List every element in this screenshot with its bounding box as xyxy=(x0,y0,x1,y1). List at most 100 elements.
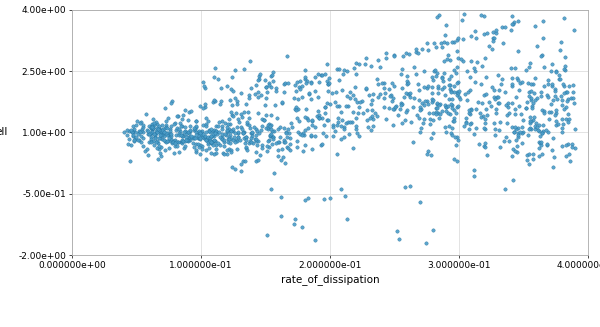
Point xyxy=(148,126,157,131)
Point xyxy=(300,77,310,82)
Point xyxy=(546,109,556,114)
Point xyxy=(351,72,361,77)
Point xyxy=(194,130,204,135)
Point xyxy=(176,120,185,125)
Point xyxy=(535,154,544,159)
Point xyxy=(241,101,251,107)
Point xyxy=(184,130,194,136)
Point xyxy=(286,136,295,141)
Point xyxy=(453,104,463,109)
Point xyxy=(145,131,155,136)
Point xyxy=(522,153,532,158)
Point xyxy=(434,83,443,88)
Point xyxy=(449,107,458,112)
Point xyxy=(515,130,524,135)
Point xyxy=(257,123,267,128)
Point xyxy=(404,92,413,97)
Point xyxy=(148,123,157,128)
Point xyxy=(465,111,475,116)
Point xyxy=(239,110,249,115)
Point xyxy=(354,133,364,138)
Point xyxy=(480,56,490,61)
Point xyxy=(546,69,556,74)
Point xyxy=(256,153,265,158)
Point xyxy=(379,96,388,101)
Point xyxy=(236,112,245,117)
Point xyxy=(557,98,566,103)
Point xyxy=(529,81,538,86)
Point xyxy=(564,116,574,121)
Point xyxy=(428,228,437,233)
Point xyxy=(190,135,199,141)
Point xyxy=(314,115,323,120)
Point xyxy=(303,126,313,131)
Point xyxy=(452,105,462,110)
Point xyxy=(562,90,572,95)
Point xyxy=(452,135,461,140)
Point xyxy=(209,137,219,143)
Point xyxy=(295,131,305,136)
Point xyxy=(151,140,160,145)
Point xyxy=(366,63,376,68)
Point xyxy=(169,150,179,155)
Point xyxy=(256,71,265,77)
Point xyxy=(134,129,144,134)
Point xyxy=(245,126,255,131)
Point xyxy=(431,112,441,117)
Point xyxy=(222,83,232,89)
Point xyxy=(539,110,549,115)
Point xyxy=(189,135,199,141)
Point xyxy=(281,80,290,86)
Point xyxy=(454,94,464,99)
Point xyxy=(130,129,139,135)
Point xyxy=(535,134,545,139)
Point xyxy=(306,132,316,137)
Point xyxy=(262,143,272,148)
Point xyxy=(530,123,540,128)
Point xyxy=(363,124,373,129)
Point xyxy=(368,123,377,129)
Point xyxy=(312,114,322,119)
Point xyxy=(561,104,571,110)
Point xyxy=(180,138,190,144)
Point xyxy=(157,132,167,138)
Point xyxy=(130,137,139,143)
Point xyxy=(201,148,211,153)
Point xyxy=(568,89,578,94)
Point xyxy=(437,87,447,92)
Point xyxy=(182,137,191,142)
Point xyxy=(512,144,522,149)
Point xyxy=(353,111,363,116)
Point xyxy=(148,126,157,131)
Point xyxy=(547,82,557,87)
Point xyxy=(551,123,561,128)
Point xyxy=(238,130,248,135)
Point xyxy=(491,111,500,116)
Point xyxy=(156,144,166,149)
Point xyxy=(191,133,201,138)
Point xyxy=(133,138,143,143)
Point xyxy=(388,99,397,104)
Point xyxy=(196,104,205,109)
Point xyxy=(336,123,346,129)
Point xyxy=(233,129,242,134)
Point xyxy=(566,95,576,101)
Point xyxy=(235,119,244,125)
Point xyxy=(302,78,312,83)
Point xyxy=(432,71,442,76)
Point xyxy=(324,75,334,80)
Point xyxy=(200,85,210,91)
Point xyxy=(386,92,396,97)
Point xyxy=(230,140,240,145)
Point xyxy=(529,156,538,162)
Point xyxy=(163,115,173,120)
Point xyxy=(537,151,547,156)
Point xyxy=(293,129,303,135)
Point xyxy=(196,132,205,137)
Point xyxy=(151,129,161,134)
Point xyxy=(523,132,533,137)
Point xyxy=(320,105,329,110)
Point xyxy=(481,106,491,112)
Point xyxy=(460,92,470,97)
Point xyxy=(436,111,445,116)
